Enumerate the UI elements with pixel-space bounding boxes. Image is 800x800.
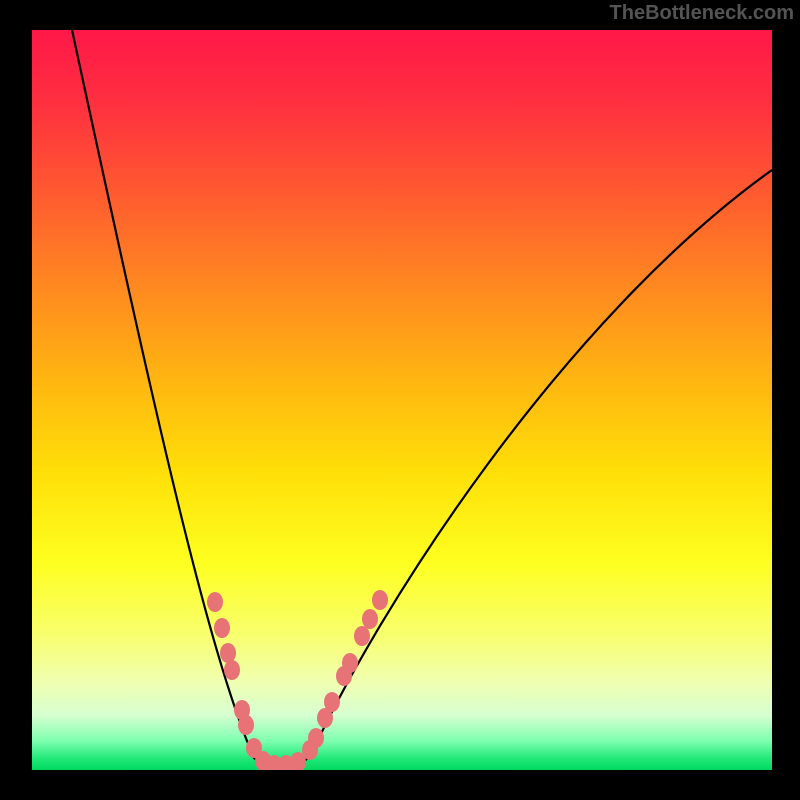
highlight-dot bbox=[354, 626, 370, 646]
highlight-dot bbox=[362, 609, 378, 629]
watermark-text: TheBottleneck.com bbox=[610, 2, 794, 25]
highlight-dot bbox=[342, 653, 358, 673]
bottleneck-curve bbox=[32, 30, 772, 770]
highlight-dot bbox=[220, 643, 236, 663]
highlight-dot bbox=[308, 728, 324, 748]
highlight-dot bbox=[372, 590, 388, 610]
plot-area bbox=[32, 30, 772, 770]
highlight-dot bbox=[324, 692, 340, 712]
v-curve-path bbox=[72, 30, 772, 766]
highlight-dot bbox=[224, 660, 240, 680]
highlight-dots-group bbox=[207, 590, 388, 770]
highlight-dot bbox=[238, 715, 254, 735]
highlight-dot bbox=[214, 618, 230, 638]
highlight-dot bbox=[207, 592, 223, 612]
